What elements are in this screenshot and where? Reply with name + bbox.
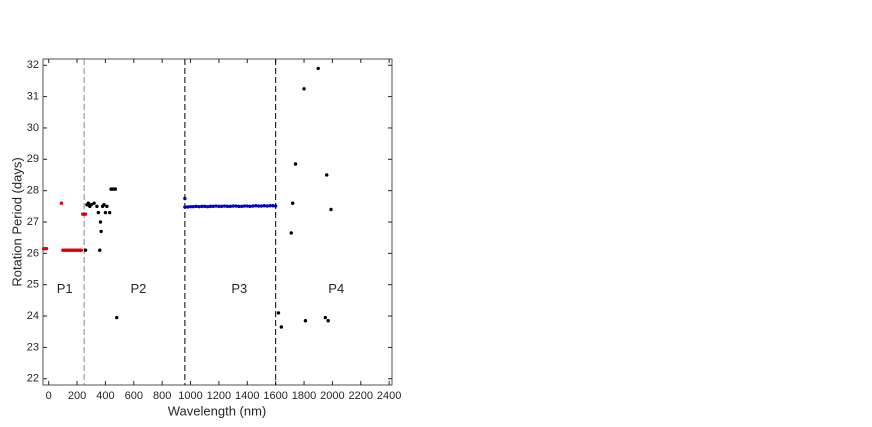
point bbox=[237, 204, 241, 209]
annotation: P2 bbox=[131, 281, 147, 296]
point bbox=[203, 204, 207, 209]
point bbox=[92, 201, 96, 205]
x-tick-label: 0 bbox=[46, 390, 52, 402]
point bbox=[98, 248, 102, 252]
point bbox=[191, 204, 196, 209]
point bbox=[259, 204, 264, 208]
x-tick-label: 800 bbox=[153, 390, 171, 402]
point bbox=[44, 246, 49, 251]
point bbox=[222, 204, 227, 208]
x-tick-label: 1600 bbox=[263, 390, 287, 402]
y-tick-label: 31 bbox=[27, 91, 39, 103]
point bbox=[302, 87, 306, 91]
x-tick-label: 2000 bbox=[320, 390, 344, 402]
point bbox=[205, 204, 210, 209]
point bbox=[239, 204, 244, 209]
point bbox=[95, 204, 99, 209]
y-tick-label: 29 bbox=[27, 153, 39, 165]
point bbox=[103, 210, 108, 215]
point bbox=[271, 204, 275, 208]
y-tick-label: 22 bbox=[27, 373, 39, 385]
point bbox=[200, 204, 204, 209]
point bbox=[290, 201, 295, 205]
point bbox=[242, 204, 247, 208]
point bbox=[211, 204, 215, 209]
point bbox=[251, 204, 255, 208]
point bbox=[231, 204, 235, 208]
point bbox=[188, 204, 193, 209]
point bbox=[265, 204, 269, 208]
point bbox=[289, 231, 293, 235]
x-axis-label: Wavelength (nm) bbox=[168, 403, 267, 418]
point bbox=[98, 220, 103, 224]
y-tick-label: 32 bbox=[27, 59, 39, 71]
point bbox=[279, 325, 284, 329]
point bbox=[225, 204, 230, 209]
point bbox=[194, 204, 198, 209]
y-tick-label: 27 bbox=[27, 216, 39, 228]
point bbox=[325, 173, 329, 177]
x-tick-label: 600 bbox=[125, 390, 143, 402]
y-tick-label: 26 bbox=[27, 247, 39, 259]
point bbox=[273, 204, 278, 208]
point bbox=[254, 204, 258, 208]
point bbox=[214, 204, 218, 208]
point bbox=[115, 315, 119, 320]
point bbox=[245, 204, 249, 208]
annotation: P3 bbox=[231, 281, 247, 296]
point bbox=[329, 207, 333, 212]
x-tick-label: 2400 bbox=[377, 390, 401, 402]
point bbox=[105, 204, 109, 209]
point bbox=[256, 204, 261, 208]
point bbox=[268, 204, 272, 208]
point bbox=[276, 311, 281, 315]
x-tick-label: 1400 bbox=[235, 390, 259, 402]
annotation: P1 bbox=[57, 281, 73, 296]
point bbox=[248, 204, 252, 209]
y-tick-label: 23 bbox=[27, 341, 39, 353]
point bbox=[86, 201, 91, 205]
y-tick-label: 25 bbox=[27, 279, 39, 291]
point bbox=[293, 162, 298, 166]
x-tick-label: 1200 bbox=[207, 390, 231, 402]
point bbox=[83, 248, 88, 252]
point bbox=[113, 187, 118, 191]
point bbox=[234, 204, 238, 208]
point bbox=[228, 204, 232, 209]
point bbox=[83, 212, 88, 216]
x-tick-label: 400 bbox=[96, 390, 114, 402]
annotation: P4 bbox=[328, 281, 344, 296]
plot-frame bbox=[42, 58, 393, 386]
point bbox=[107, 210, 112, 215]
point bbox=[59, 201, 64, 205]
point bbox=[96, 210, 101, 215]
point bbox=[220, 204, 224, 209]
point bbox=[262, 204, 267, 208]
y-tick-label: 30 bbox=[27, 122, 39, 134]
point bbox=[89, 203, 93, 207]
point bbox=[217, 204, 221, 209]
point bbox=[99, 229, 103, 234]
point bbox=[208, 204, 213, 209]
x-tick-label: 1000 bbox=[178, 390, 202, 402]
point bbox=[186, 205, 190, 209]
point bbox=[326, 319, 330, 323]
x-tick-label: 200 bbox=[68, 390, 86, 402]
point bbox=[303, 319, 308, 323]
point bbox=[102, 203, 106, 207]
point bbox=[197, 204, 201, 209]
y-axis-label: Rotation Period (days) bbox=[9, 157, 24, 286]
y-tick-label: 24 bbox=[27, 310, 39, 322]
y-tick-label: 28 bbox=[27, 185, 39, 197]
point bbox=[183, 205, 187, 209]
x-tick-label: 2200 bbox=[349, 390, 373, 402]
point bbox=[183, 196, 187, 201]
point bbox=[79, 248, 84, 252]
point bbox=[323, 315, 328, 320]
point bbox=[316, 66, 320, 71]
x-tick-label: 1800 bbox=[292, 390, 316, 402]
